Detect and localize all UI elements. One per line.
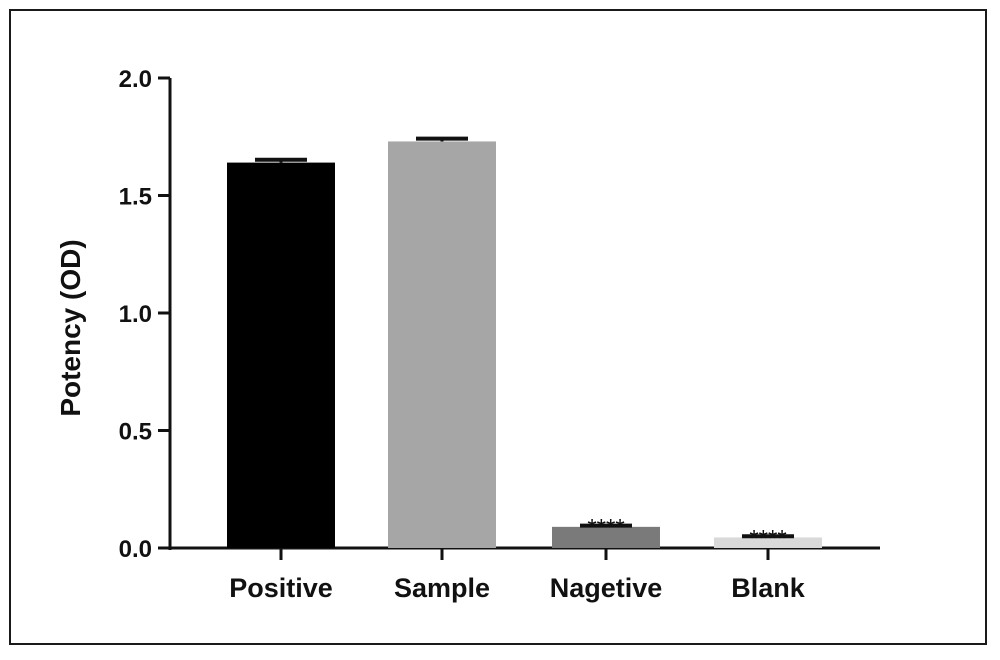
y-tick-label: 2.0 xyxy=(119,66,152,93)
significance-label: **** xyxy=(587,515,624,542)
bar-blank xyxy=(714,537,822,548)
y-tick-label: 1.5 xyxy=(119,184,152,211)
y-axis-title-group: Potency (OD) xyxy=(55,239,86,416)
chart-frame xyxy=(9,9,987,645)
bars xyxy=(227,136,822,548)
x-tick-label: Blank xyxy=(731,573,806,603)
bar-sample xyxy=(388,141,496,548)
bar-positive xyxy=(227,162,335,548)
y-tick-label: 1.0 xyxy=(119,301,152,328)
x-tick-label: Positive xyxy=(229,573,333,603)
x-tick-label: Sample xyxy=(394,573,490,603)
labels: 0.0 0.5 1.0 1.5 2.0 Positive Sample Nagetive ***… xyxy=(119,66,806,603)
y-tick-label: 0.0 xyxy=(119,536,152,563)
bar-nagetive xyxy=(552,526,660,548)
significance-label: **** xyxy=(749,525,786,552)
y-axis-title: Potency (OD) xyxy=(55,239,86,416)
y-tick-label: 0.5 xyxy=(119,419,152,446)
x-tick-label: Nagetive xyxy=(550,573,663,603)
